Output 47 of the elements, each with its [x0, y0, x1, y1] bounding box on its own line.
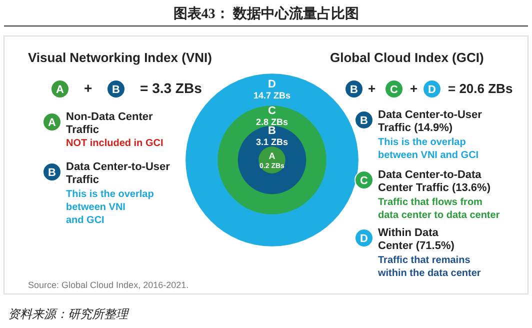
- text: between VNI: [66, 202, 126, 213]
- letter-badge-icon: C: [354, 170, 374, 190]
- text: This is the overlap: [378, 137, 466, 148]
- category-label: B: [268, 125, 276, 138]
- text: Global Cloud Index (GCI): [330, 50, 484, 65]
- text: Traffic (14.9%): [378, 122, 453, 134]
- category-label: A: [268, 151, 276, 161]
- letter-badge-icon: B: [106, 80, 126, 98]
- data-label: 14.7 ZBs: [253, 90, 291, 101]
- text: +: [84, 80, 92, 96]
- text: Traffic: [66, 174, 100, 186]
- text: = 20.6 ZBs: [448, 81, 513, 96]
- letter-badge-icon: A: [50, 80, 70, 98]
- text: Data Center-to-Data: [378, 169, 482, 181]
- text: Center (71.5%): [378, 240, 455, 252]
- text: Visual Networking Index (VNI): [28, 50, 212, 65]
- text: = 3.3 ZBs: [140, 80, 202, 96]
- text: 资料来源：研究所整理: [8, 307, 130, 321]
- category-label: C: [268, 104, 276, 117]
- text: Traffic that remains: [378, 255, 471, 266]
- text: Data Center-to-User: [66, 161, 171, 173]
- data-label: 3.1 ZBs: [256, 137, 288, 148]
- text: within the data center: [377, 268, 481, 279]
- text: Traffic that flows from: [378, 197, 483, 208]
- text: +: [410, 81, 418, 96]
- text: Data Center-to-User: [378, 109, 483, 121]
- text: +: [368, 81, 376, 96]
- letter-badge-icon: D: [422, 80, 442, 98]
- letter-badge-icon: D: [354, 228, 374, 248]
- letter-badge-icon: B: [354, 110, 374, 130]
- text: Traffic: [66, 124, 100, 136]
- text: This is the overlap: [66, 189, 154, 200]
- letter-badge-icon: C: [384, 80, 404, 98]
- text: data center to data center: [378, 210, 500, 221]
- letter-badge-icon: B: [344, 80, 364, 98]
- letter-badge-icon: B: [42, 162, 62, 182]
- letter-badge-icon: A: [42, 112, 62, 132]
- source-note: Source: Global Cloud Index, 2016-2021.: [28, 280, 189, 290]
- text: and GCI: [66, 215, 105, 226]
- data-label: 2.8 ZBs: [256, 116, 288, 127]
- text: between VNI and GCI: [378, 150, 479, 161]
- text: Within Data: [378, 227, 440, 239]
- category-label: D: [268, 78, 276, 91]
- text: NOT included in GCI: [66, 138, 164, 149]
- text: Center Traffic (13.6%): [378, 182, 491, 194]
- text: 图表43： 数据中心流量占比图: [173, 5, 359, 22]
- text: Non-Data Center: [66, 111, 154, 123]
